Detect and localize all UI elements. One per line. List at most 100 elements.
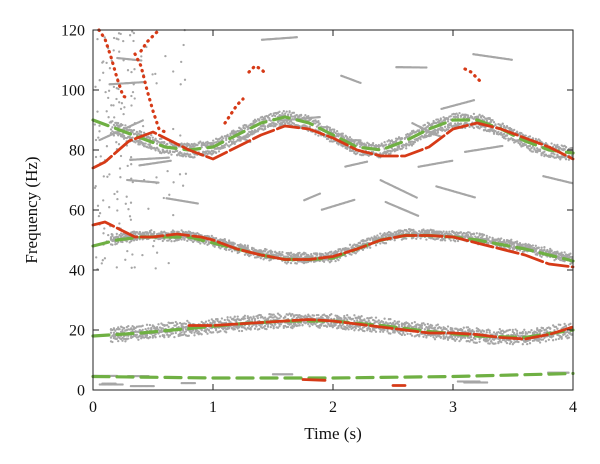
scatter-point (397, 146, 401, 149)
scatter-point (130, 239, 133, 243)
scatter-point (426, 121, 429, 124)
scatter-point (301, 324, 304, 327)
scatter-point (115, 232, 118, 236)
scatter-point (515, 329, 519, 333)
scatter-point (389, 152, 392, 155)
scatter-point (122, 327, 126, 330)
scatter-point (466, 234, 470, 238)
scatter-point (530, 245, 533, 248)
scatter-point (138, 335, 141, 338)
scatter-point (439, 335, 442, 339)
scatter-point (338, 247, 342, 251)
scatter-point (397, 325, 401, 328)
scatter-point (297, 314, 300, 317)
scatter-point (354, 317, 357, 320)
scatter-point (153, 325, 156, 328)
scatter-point (341, 134, 344, 138)
scatter-point (441, 329, 444, 332)
scatter-point (551, 334, 555, 337)
scatter-point (169, 159, 172, 162)
scatter-point (515, 139, 519, 143)
scatter-point (186, 239, 189, 243)
scatter-point (206, 243, 209, 246)
scatter-point (560, 337, 563, 340)
scatter-point (232, 138, 235, 141)
scatter-point (514, 328, 517, 331)
scatter-point (121, 339, 124, 342)
scatter-point (210, 234, 213, 238)
scatter-point (334, 131, 337, 135)
scatter-point (502, 239, 506, 242)
scatter-point (501, 329, 504, 332)
scatter-point (481, 114, 484, 117)
scatter-point (158, 335, 162, 338)
scatter-point (245, 328, 248, 331)
scatter-point (259, 314, 262, 317)
scatter-point (180, 152, 183, 155)
scatter-point (430, 122, 434, 126)
scatter-point (550, 142, 553, 145)
scatter-point (461, 328, 464, 332)
scatter-points (92, 28, 574, 388)
scatter-point (286, 260, 290, 264)
scatter-point (151, 146, 154, 150)
scatter-point (141, 119, 144, 122)
scatter-point (109, 128, 113, 131)
scatter-point (132, 239, 136, 242)
scatter-point (160, 137, 163, 140)
scatter-point (191, 231, 195, 235)
scatter-point (109, 336, 113, 339)
scatter-point (562, 155, 565, 159)
scatter-point (517, 141, 520, 145)
scatter-point (472, 126, 476, 130)
scatter-point (171, 321, 175, 325)
scatter-point (482, 115, 486, 119)
scatter-point (250, 318, 254, 321)
scatter-point (144, 327, 147, 331)
scatter-point (288, 323, 291, 326)
scatter-point (141, 335, 144, 338)
scatter-point (541, 151, 545, 154)
scatter-point (186, 231, 189, 234)
scatter-point (150, 327, 153, 330)
scatter-point (252, 316, 255, 319)
scatter-point (125, 240, 128, 243)
scatter-point (436, 131, 440, 134)
scatter-point (216, 147, 219, 150)
scatter-point (534, 330, 537, 334)
scatter-point (518, 143, 522, 146)
scatter-point (504, 241, 507, 244)
scatter-point (286, 113, 290, 116)
scatter-point (384, 242, 388, 245)
scatter-point (176, 322, 179, 326)
scatter-point (451, 328, 454, 332)
scatter-point (380, 320, 383, 323)
scatter-point (494, 342, 497, 345)
scatter-point (269, 258, 272, 261)
scatter-point (168, 334, 172, 337)
scatter-point (278, 110, 281, 113)
scatter-point (371, 141, 375, 145)
scatter-point (524, 143, 527, 147)
scatter-point (428, 230, 431, 234)
scatter-point (337, 317, 340, 321)
scatter-point (357, 329, 360, 332)
scatter-point (553, 156, 556, 159)
scatter-point (157, 181, 160, 184)
scatter-point (359, 81, 362, 85)
scatter-point (214, 151, 218, 154)
scatter-point (301, 124, 304, 127)
scatter-point (358, 242, 362, 245)
scatter-point (346, 146, 349, 149)
scatter-point (331, 326, 334, 329)
scatter-point (291, 121, 294, 125)
scatter-point (452, 338, 455, 341)
scatter-point (442, 119, 445, 122)
scatter-point (567, 253, 571, 256)
scatter-point (307, 260, 310, 264)
scatter-point (115, 123, 118, 127)
scatter-point (187, 334, 190, 337)
scatter-point (363, 319, 366, 322)
scatter-point (524, 242, 527, 246)
scatter-point (418, 229, 421, 233)
